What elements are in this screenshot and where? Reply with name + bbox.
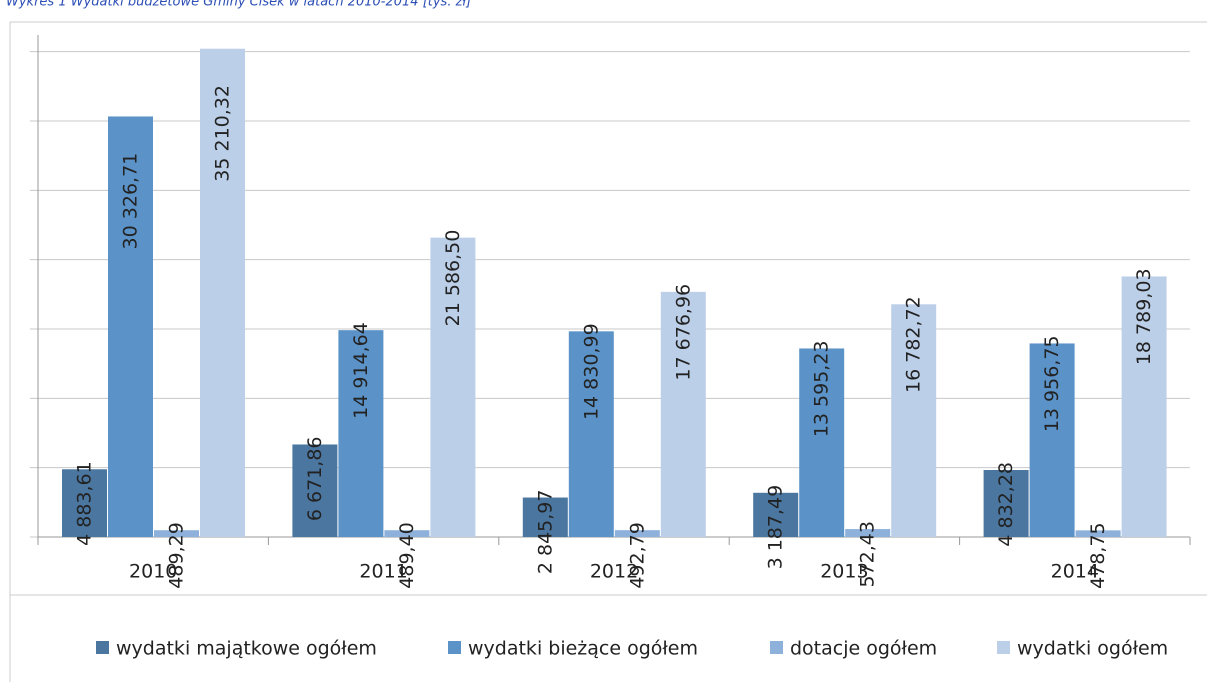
data-label: 489,29 [166,522,188,588]
data-label: 14 914,64 [350,322,372,419]
data-label: 21 586,50 [442,230,464,327]
data-label: 13 595,23 [811,340,833,437]
data-label: 478,75 [1087,522,1109,588]
legend-label: wydatki majątkowe ogółem [116,638,377,660]
data-label: 489,40 [396,522,418,588]
legend-label: wydatki bieżące ogółem [468,638,698,660]
bar [799,348,845,537]
bar [384,530,430,537]
bar [1075,530,1121,537]
bar [522,497,568,537]
x-tick-label: 2013 [820,561,868,583]
data-label: 17 676,96 [672,284,694,381]
legend-swatch [448,641,461,654]
x-tick-label: 2012 [590,561,638,583]
legend-swatch [770,641,783,654]
data-label: 14 830,99 [580,323,602,420]
bar [338,330,384,537]
bar [891,304,937,537]
data-label: 4 883,61 [74,461,96,546]
bar [62,469,107,537]
data-label: 35 210,32 [212,85,234,182]
bar [660,291,706,537]
data-label: 492,79 [626,522,648,588]
bar [200,48,245,537]
data-label: 4 832,28 [995,462,1017,547]
bar [983,469,1029,537]
bar [154,530,199,537]
bar [430,237,476,537]
bar [753,492,799,537]
data-label: 30 326,71 [120,153,142,250]
legend-label: wydatki ogółem [1017,638,1168,660]
data-label: 18 789,03 [1133,268,1155,365]
data-label: 3 187,49 [765,485,787,570]
chart-title: Wykres 1 Wydatki budżetowe Gminy Cisek w… [6,0,471,10]
bar [292,444,338,537]
bar [845,529,891,537]
legend-swatch [96,641,109,654]
bar [1121,276,1167,537]
legend-label: dotacje ogółem [790,638,937,660]
data-label: 16 782,72 [903,296,925,393]
x-tick-label: 2014 [1051,561,1099,583]
x-tick-label: 2010 [129,561,177,583]
bar [108,116,153,538]
legend-swatch [997,641,1010,654]
data-label: 2 845,97 [534,490,556,575]
bar [1029,343,1075,537]
bar [568,331,614,537]
data-label: 13 956,75 [1041,335,1063,432]
bar [614,530,660,537]
data-label: 6 671,86 [304,436,326,521]
data-label: 572,43 [857,521,879,587]
x-tick-label: 2011 [359,561,407,583]
